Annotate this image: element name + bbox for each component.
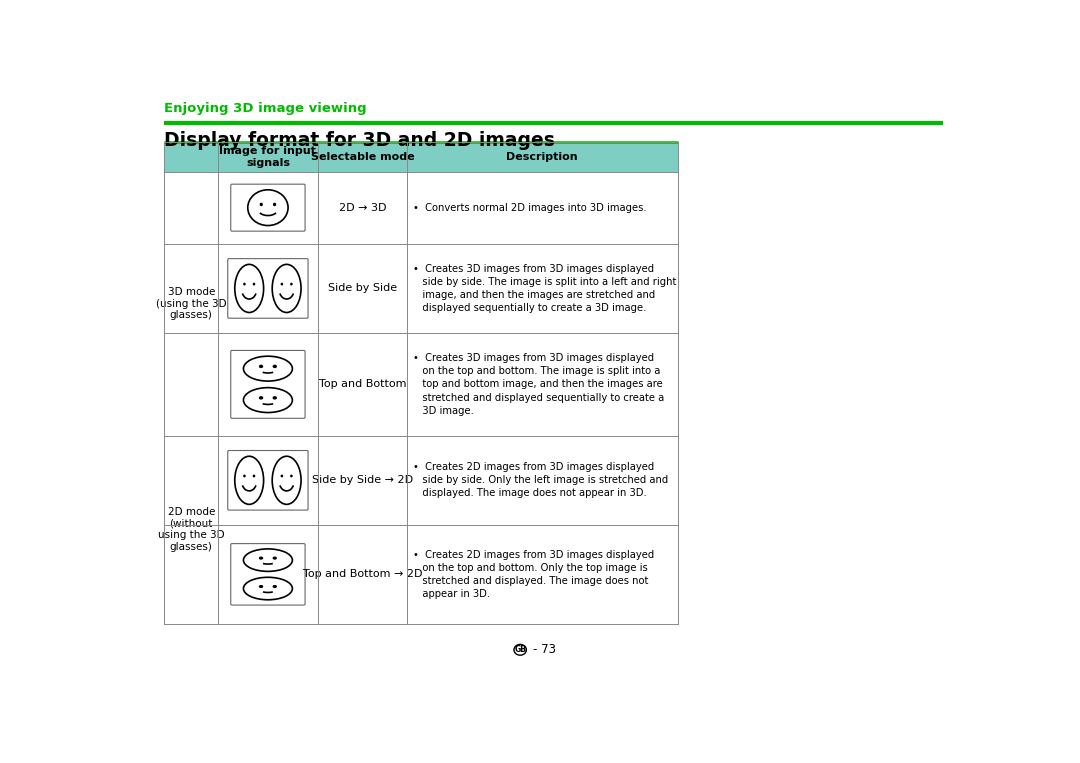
- Ellipse shape: [272, 585, 276, 588]
- Text: 2D mode
(without
using the 3D
glasses): 2D mode (without using the 3D glasses): [158, 507, 225, 552]
- Text: Side by Side: Side by Side: [328, 283, 397, 294]
- Ellipse shape: [272, 556, 276, 560]
- Text: Image for input
signals: Image for input signals: [219, 146, 316, 168]
- Text: •  Creates 2D images from 3D images displayed
   side by side. Only the left ima: • Creates 2D images from 3D images displ…: [414, 462, 669, 498]
- FancyBboxPatch shape: [231, 184, 305, 231]
- Text: Selectable mode: Selectable mode: [311, 152, 415, 162]
- Ellipse shape: [291, 475, 293, 478]
- FancyBboxPatch shape: [228, 450, 308, 510]
- Ellipse shape: [259, 203, 262, 206]
- Text: Top and Bottom → 2D: Top and Bottom → 2D: [302, 569, 422, 579]
- Ellipse shape: [272, 396, 276, 400]
- Ellipse shape: [259, 365, 264, 368]
- Ellipse shape: [253, 282, 255, 285]
- Ellipse shape: [243, 282, 246, 285]
- Ellipse shape: [253, 475, 255, 478]
- Text: •  Converts normal 2D images into 3D images.: • Converts normal 2D images into 3D imag…: [414, 203, 647, 213]
- Text: Display format for 3D and 2D images: Display format for 3D and 2D images: [164, 130, 555, 150]
- Text: - 73: - 73: [532, 643, 555, 656]
- Text: GB: GB: [514, 645, 526, 655]
- Ellipse shape: [281, 475, 283, 478]
- Ellipse shape: [259, 396, 264, 400]
- Text: 2D → 3D: 2D → 3D: [339, 203, 387, 213]
- FancyBboxPatch shape: [231, 543, 305, 605]
- Ellipse shape: [273, 203, 276, 206]
- Text: •  Creates 2D images from 3D images displayed
   on the top and bottom. Only the: • Creates 2D images from 3D images displ…: [414, 549, 654, 599]
- Text: •  Creates 3D images from 3D images displayed
   side by side. The image is spli: • Creates 3D images from 3D images displ…: [414, 264, 676, 314]
- Text: 3D mode
(using the 3D
glasses): 3D mode (using the 3D glasses): [156, 287, 227, 320]
- Text: Enjoying 3D image viewing: Enjoying 3D image viewing: [164, 102, 367, 115]
- Ellipse shape: [281, 282, 283, 285]
- Text: Side by Side → 2D: Side by Side → 2D: [312, 475, 413, 485]
- FancyBboxPatch shape: [228, 259, 308, 318]
- Ellipse shape: [259, 556, 264, 560]
- Text: Description: Description: [507, 152, 578, 162]
- Ellipse shape: [243, 475, 246, 478]
- Ellipse shape: [272, 365, 276, 368]
- Ellipse shape: [259, 585, 264, 588]
- FancyBboxPatch shape: [231, 350, 305, 418]
- Text: Top and Bottom: Top and Bottom: [319, 379, 406, 389]
- Text: •  Creates 3D images from 3D images displayed
   on the top and bottom. The imag: • Creates 3D images from 3D images displ…: [414, 353, 664, 416]
- FancyBboxPatch shape: [164, 143, 677, 172]
- Ellipse shape: [291, 282, 293, 285]
